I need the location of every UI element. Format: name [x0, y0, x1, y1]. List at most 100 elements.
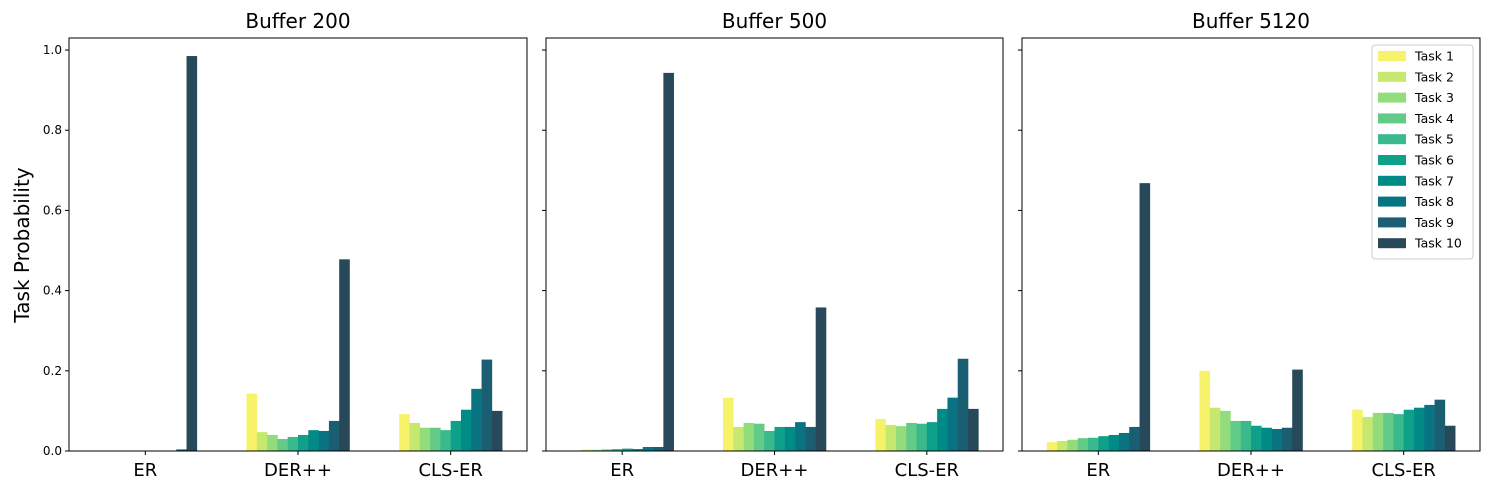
bar-task-10-er — [186, 56, 198, 451]
bar-task-7-er — [632, 449, 644, 451]
bar-task-1-er — [1046, 442, 1058, 451]
bar-task-3-der — [743, 422, 755, 451]
y-axis-label: Task Probability — [10, 167, 34, 323]
bar-task-6-er — [1098, 436, 1109, 451]
bar-task-6-der — [1251, 425, 1262, 451]
bar-task-1-der — [1199, 370, 1211, 451]
legend-swatch-task-10 — [1378, 238, 1406, 249]
bar-task-1-der — [723, 397, 734, 451]
bar-task-5-der — [1240, 420, 1252, 451]
bar-task-1-clser — [875, 418, 886, 451]
x-tick-label: DER++ — [264, 460, 332, 481]
bar-task-5-er — [1088, 437, 1099, 451]
y-tick-label: 1.0 — [43, 43, 62, 57]
bar-task-8-er — [1118, 432, 1130, 451]
bar-task-2-clser — [409, 422, 421, 451]
bar-task-6-er — [622, 448, 633, 451]
bar-task-5-der — [287, 436, 299, 451]
panel-1: Buffer 200 0.0 0.2 0.4 0.6 0.8 1.0 ER DER++ CLS-E… — [43, 9, 528, 481]
x-tick-label: ER — [1086, 460, 1110, 481]
bar-task-3-clser — [1372, 412, 1384, 451]
legend-label-task-2: Task 2 — [1414, 69, 1454, 84]
bar-task-7-clser — [460, 409, 472, 451]
x-tick-label: CLS-ER — [895, 460, 959, 481]
legend-label-task-7: Task 7 — [1414, 173, 1454, 188]
bar-task-7-der — [1261, 427, 1272, 451]
panel-title: Buffer 5120 — [1192, 9, 1310, 33]
legend-swatch-task-6 — [1378, 155, 1406, 165]
bar-task-5-clser — [1393, 414, 1404, 451]
bar-task-6-clser — [926, 422, 938, 451]
y-tick-label: 0.0 — [43, 444, 62, 458]
bar-task-10-er — [663, 72, 674, 451]
bar-task-10-der — [339, 259, 350, 451]
bar-task-10-er — [1139, 183, 1151, 451]
bar-task-2-der — [1209, 407, 1221, 451]
bar-task-6-der — [774, 426, 786, 451]
legend-swatch-task-9 — [1378, 217, 1406, 228]
bar-task-9-clser — [957, 358, 969, 451]
bar-task-10-der — [1292, 369, 1303, 451]
legend-label-task-5: Task 5 — [1414, 132, 1454, 147]
bar-task-5-clser — [440, 430, 451, 451]
bar-task-2-er — [1057, 440, 1068, 451]
bar-task-10-clser — [1444, 425, 1456, 451]
bar-task-6-der — [298, 434, 309, 451]
bar-task-4-er — [1077, 438, 1089, 451]
legend: Task 1 Task 2 Task 3 Task 4 Task 5 Task 6 Task… — [1371, 44, 1474, 260]
bar-task-1-clser — [399, 414, 410, 451]
bar-task-2-der — [733, 426, 744, 451]
bar-task-8-clser — [1424, 404, 1435, 451]
x-tick-label: CLS-ER — [418, 460, 482, 481]
bar-task-8-der — [318, 430, 330, 451]
panel-2: Buffer 500 ER DER++ CLS-ER — [542, 9, 1004, 481]
bar-task-4-er — [601, 449, 613, 451]
x-tick-label: ER — [133, 460, 157, 481]
bar-task-9-er — [1129, 426, 1140, 451]
bar-task-4-der — [1230, 420, 1241, 451]
bar-task-3-er — [591, 449, 602, 451]
x-tick-label: CLS-ER — [1371, 460, 1435, 481]
bar-task-10-clser — [491, 410, 503, 451]
legend-swatch-task-2 — [1378, 71, 1406, 82]
bar-task-7-der — [784, 426, 796, 451]
bar-task-9-clser — [481, 359, 493, 451]
bar-task-6-clser — [450, 420, 462, 451]
x-tick-label: DER++ — [1217, 460, 1285, 481]
legend-label-task-9: Task 9 — [1414, 215, 1454, 230]
bar-task-3-er — [1067, 439, 1079, 451]
bar-task-5-der — [764, 430, 775, 451]
legend-swatch-task-7 — [1378, 175, 1406, 186]
plot-frame — [545, 37, 1004, 452]
bar-task-8-der — [795, 422, 806, 451]
bar-task-8-er — [642, 446, 654, 451]
bar-task-3-clser — [895, 426, 907, 451]
bar-task-7-er — [1108, 434, 1120, 451]
legend-label-task-1: Task 1 — [1414, 49, 1454, 64]
bar-task-1-clser — [1352, 409, 1363, 451]
bar-task-4-clser — [906, 422, 917, 451]
bar-task-4-clser — [430, 427, 441, 451]
panel-title: Buffer 200 — [245, 9, 350, 33]
legend-label-task-6: Task 6 — [1414, 153, 1454, 168]
legend-swatch-task-5 — [1378, 134, 1406, 145]
x-tick-label: ER — [610, 460, 634, 481]
bar-task-3-clser — [419, 427, 431, 451]
bar-task-9-er — [176, 449, 187, 451]
panel-title: Buffer 500 — [722, 9, 827, 33]
bar-task-9-der — [328, 420, 340, 451]
bar-task-7-clser — [937, 408, 948, 451]
bar-task-10-clser — [968, 408, 979, 451]
bar-task-2-clser — [1362, 416, 1374, 451]
bar-task-9-er — [653, 446, 664, 451]
bar-task-4-clser — [1383, 412, 1394, 451]
bar-task-8-clser — [471, 388, 482, 451]
bar-task-7-der — [308, 430, 319, 451]
legend-label-task-10: Task 10 — [1414, 236, 1462, 251]
y-tick-label: 0.6 — [43, 203, 62, 217]
bar-task-9-clser — [1434, 399, 1446, 451]
bar-task-7-clser — [1413, 407, 1425, 451]
bar-task-3-der — [267, 434, 278, 451]
bar-task-2-er — [580, 449, 592, 451]
